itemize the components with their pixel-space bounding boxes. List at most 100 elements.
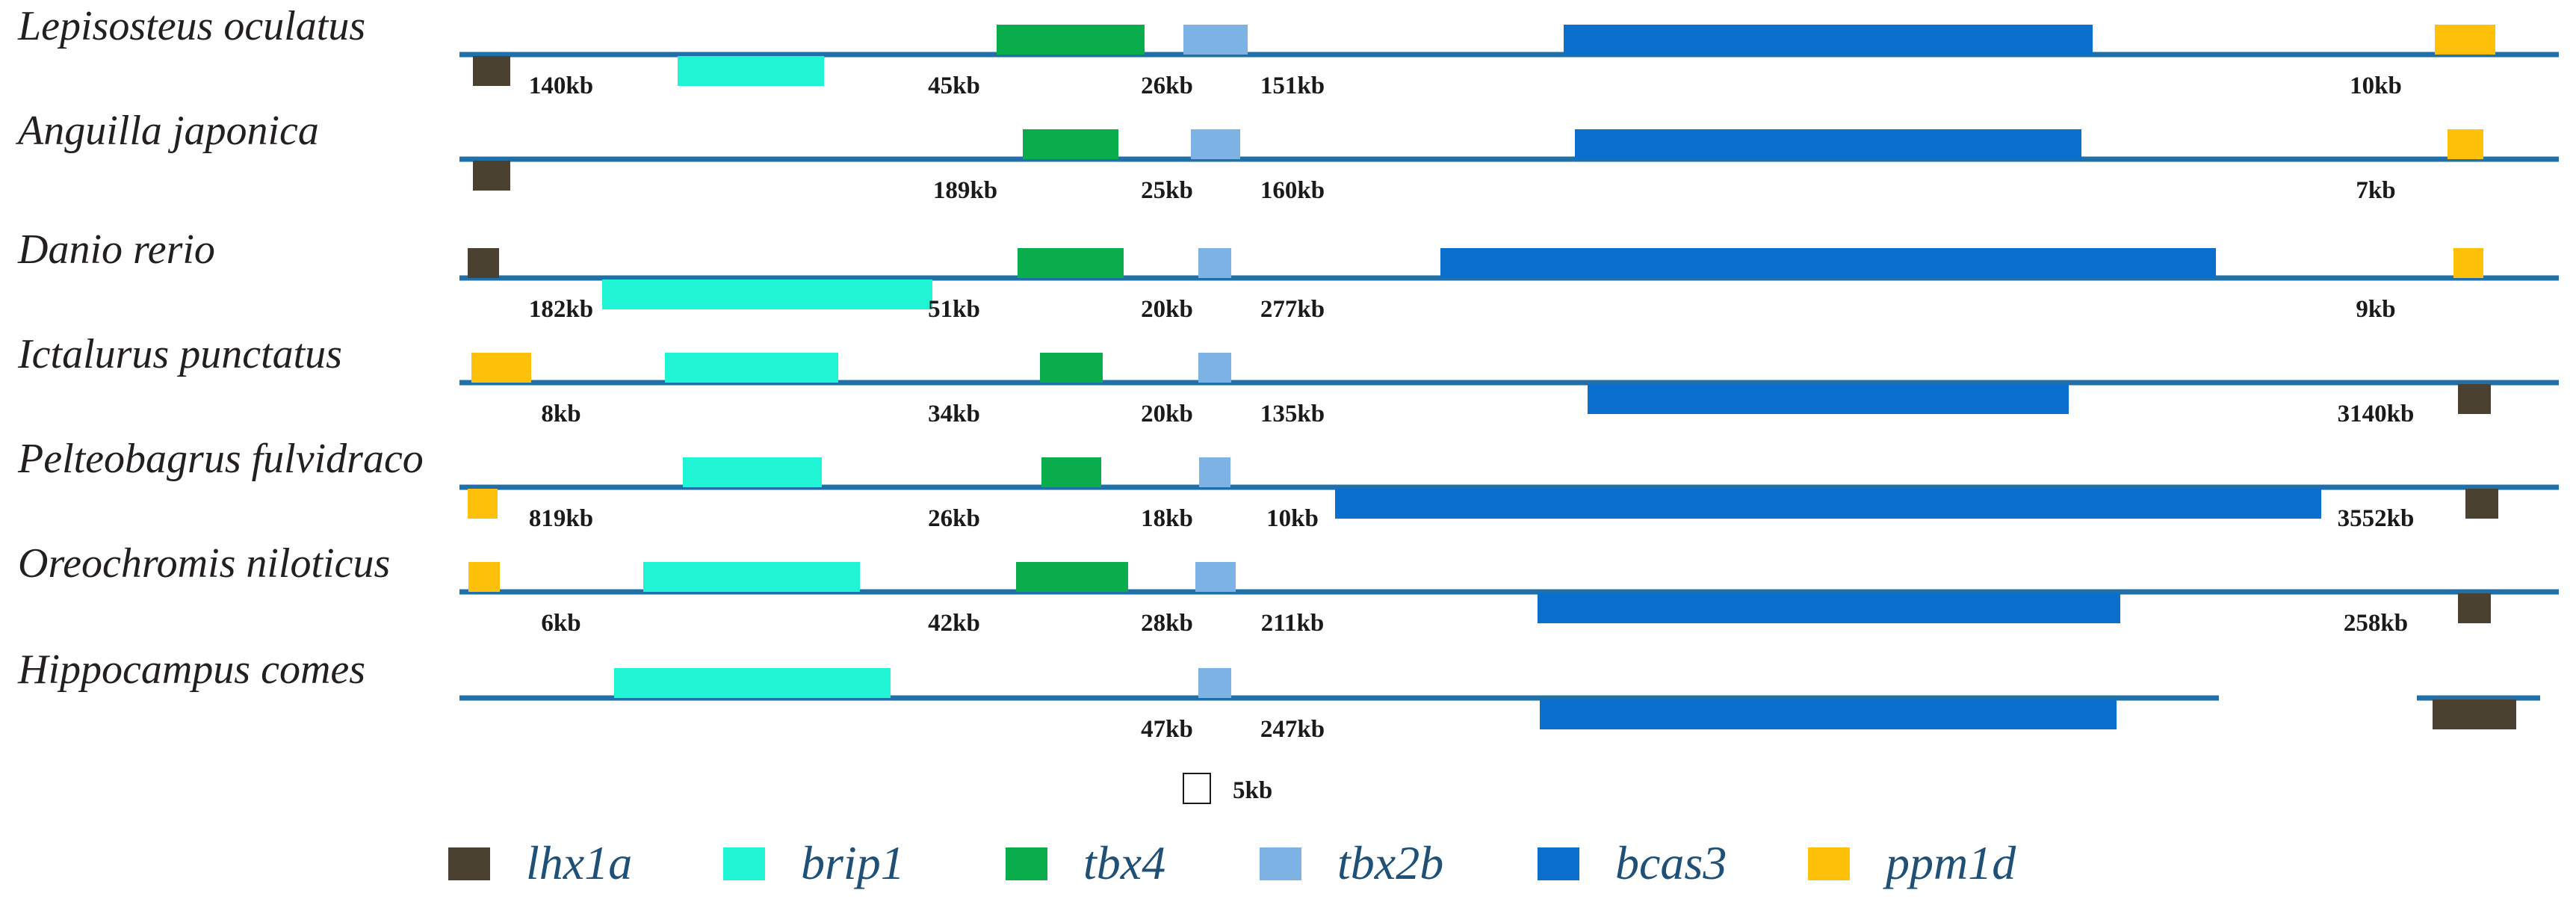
distance-label: 3140kb — [2338, 401, 2415, 427]
legend-label: brip1 — [801, 836, 905, 889]
distance-label: 20kb — [1141, 401, 1193, 427]
gene-box-bcas3 — [1588, 384, 2069, 414]
distance-label: 51kb — [928, 296, 980, 323]
gene-box-tbx4 — [1023, 129, 1118, 159]
gene-box-lhx1a — [468, 248, 499, 278]
gene-box-lhx1a — [2458, 384, 2491, 414]
legend-item-bcas3: bcas3 — [1538, 836, 1727, 889]
gene-box-bcas3 — [1564, 25, 2093, 55]
distance-label: 258kb — [2344, 610, 2408, 637]
gene-box-ppm1d — [2453, 248, 2483, 278]
distance-label: 151kb — [1260, 72, 1325, 99]
species-row: Ictalurus punctatus 8kb 34kb 20kb 135kb 3140k… — [17, 331, 2559, 427]
legend-swatch — [1006, 847, 1047, 880]
distance-label: 10kb — [2350, 72, 2402, 99]
distance-label: 26kb — [928, 505, 980, 532]
species-row: Oreochromis niloticus 6kb 42kb 28kb 211kb 258… — [18, 540, 2559, 637]
gene-box-bcas3 — [1335, 489, 2321, 519]
gene-box-lhx1a — [2433, 699, 2516, 729]
gene-box-ppm1d — [468, 489, 498, 519]
distance-label: 160kb — [1260, 177, 1325, 204]
distance-label: 277kb — [1260, 296, 1325, 323]
distance-label: 42kb — [928, 610, 980, 637]
legend-item-lhx1a: lhx1a — [448, 836, 632, 889]
species-name: Hippocampus comes — [17, 646, 365, 693]
gene-box-tbx4 — [1016, 562, 1128, 592]
gene-box-tbx4 — [1040, 353, 1103, 383]
species-name: Danio rerio — [17, 226, 215, 273]
distance-label: 28kb — [1141, 610, 1193, 637]
gene-box-bcas3 — [1538, 593, 2120, 623]
distance-label: 26kb — [1141, 72, 1193, 99]
gene-box-bcas3 — [1540, 699, 2117, 729]
distance-label: 182kb — [529, 296, 593, 323]
distance-label: 10kb — [1266, 505, 1319, 532]
legend-swatch — [1260, 847, 1301, 880]
gene-box-lhx1a — [2458, 593, 2491, 623]
scale-label: 5kb — [1233, 777, 1272, 804]
species-row: Pelteobagrus fulvidraco 819kb 26kb 18kb 10kb… — [17, 436, 2559, 532]
gene-box-tbx2b — [1198, 668, 1231, 698]
legend-label: lhx1a — [526, 836, 632, 889]
gene-box-bcas3 — [1575, 129, 2081, 159]
gene-box-brip1 — [678, 56, 824, 86]
distance-label: 34kb — [928, 401, 980, 427]
distance-label: 140kb — [529, 72, 593, 99]
legend-item-ppm1d: ppm1d — [1808, 836, 2016, 889]
species-name: Oreochromis niloticus — [18, 540, 390, 587]
distance-label: 8kb — [541, 401, 580, 427]
species-name: Ictalurus punctatus — [17, 331, 342, 377]
gene-box-ppm1d — [2435, 25, 2495, 55]
gene-box-lhx1a — [2465, 489, 2498, 519]
legend-item-brip1: brip1 — [723, 836, 905, 889]
gene-box-ppm1d — [2447, 129, 2483, 159]
scale-box — [1183, 773, 1211, 804]
gene-box-tbx2b — [1198, 248, 1231, 278]
legend-item-tbx2b: tbx2b — [1260, 836, 1443, 889]
species-name: Pelteobagrus fulvidraco — [17, 436, 424, 482]
species-row: Danio rerio 182kb 51kb 20kb 277kb 9kb — [17, 226, 2559, 323]
distance-label: 9kb — [2356, 296, 2395, 323]
gene-box-brip1 — [643, 562, 860, 592]
distance-label: 247kb — [1260, 716, 1325, 743]
distance-label: 18kb — [1141, 505, 1193, 532]
gene-box-tbx4 — [1041, 457, 1101, 487]
legend-item-tbx4: tbx4 — [1006, 836, 1165, 889]
distance-label: 6kb — [541, 610, 580, 637]
gene-box-tbx2b — [1198, 353, 1231, 383]
legend-label: tbx4 — [1083, 836, 1165, 889]
distance-label: 20kb — [1141, 296, 1193, 323]
gene-box-brip1 — [683, 457, 822, 487]
species-row: Anguilla japonica 189kb 25kb 160kb 7kb — [15, 108, 2559, 204]
distance-label: 7kb — [2356, 177, 2395, 204]
gene-box-ppm1d — [468, 562, 500, 592]
legend-swatch — [448, 847, 490, 880]
legend-label: tbx2b — [1337, 836, 1443, 889]
gene-box-lhx1a — [473, 56, 510, 86]
legend-label: bcas3 — [1615, 836, 1727, 889]
gene-box-tbx2b — [1183, 25, 1248, 55]
gene-box-brip1 — [614, 668, 891, 698]
gene-box-tbx2b — [1199, 457, 1230, 487]
legend-swatch — [723, 847, 765, 880]
distance-label: 47kb — [1141, 716, 1193, 743]
legend-swatch — [1538, 847, 1579, 880]
gene-box-tbx4 — [1018, 248, 1124, 278]
gene-box-lhx1a — [473, 161, 510, 191]
distance-label: 819kb — [529, 505, 593, 532]
gene-box-ppm1d — [471, 353, 531, 383]
distance-label: 189kb — [933, 177, 997, 204]
legend-label: ppm1d — [1883, 836, 2016, 889]
distance-label: 135kb — [1260, 401, 1325, 427]
species-row: Hippocampus comes 47kb 247kb — [17, 646, 2540, 743]
distance-label: 45kb — [928, 72, 980, 99]
legend-swatch — [1808, 847, 1850, 880]
distance-label: 3552kb — [2338, 505, 2415, 532]
species-row: Lepisosteus oculatus 140kb 45kb 26kb 151kb 10… — [17, 3, 2559, 99]
gene-box-tbx2b — [1191, 129, 1240, 159]
distance-label: 211kb — [1261, 610, 1324, 637]
gene-box-brip1 — [602, 279, 932, 309]
gene-box-tbx2b — [1195, 562, 1236, 592]
distance-label: 25kb — [1141, 177, 1193, 204]
